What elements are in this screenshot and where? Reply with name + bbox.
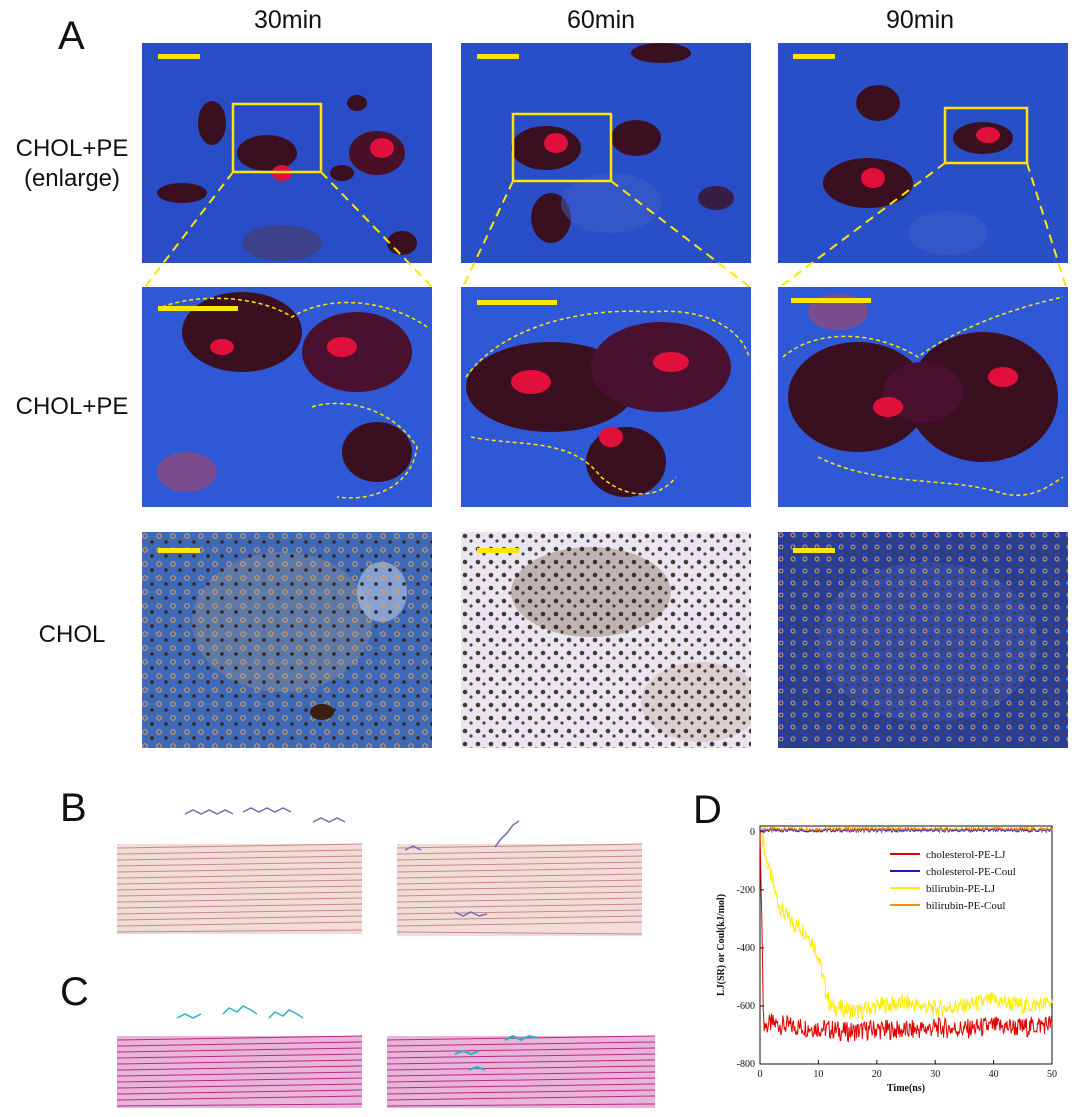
membrane-b-final [396, 843, 643, 936]
column-header-60min: 60min [566, 6, 636, 34]
membrane-c-initial [116, 1035, 363, 1108]
micrograph-enlarge-60min-image [461, 43, 751, 263]
micrograph-enlarge-30min-image [142, 43, 432, 263]
micrograph-chol-pe-60min-image [461, 287, 751, 507]
ligand-molecules-c [176, 1005, 304, 1019]
y-tick-label: -600 [737, 1001, 755, 1012]
micrograph-enlarge-90min-image [778, 43, 1068, 263]
membrane-model-c-final [386, 1034, 656, 1108]
zoom-box-90min [943, 106, 1029, 165]
zoom-line-90min-right [1026, 162, 1067, 288]
zoom-line-60min-left [462, 180, 514, 288]
x-axis-title: Time(ns) [887, 1083, 925, 1094]
ligand-molecules-b [184, 807, 346, 823]
scale-bar [158, 54, 200, 59]
micrograph-enlarge-90min [778, 43, 1068, 263]
x-tick-label: 30 [930, 1069, 940, 1080]
zoom-box-60min [511, 112, 613, 183]
tick-layer: 0 10 20 30 40 50 0 -200 -400 -600 -800 [737, 827, 1057, 1080]
micrograph-chol-30min [142, 532, 432, 748]
series-line-cholesterol-PE-LJ [759, 831, 1053, 1043]
chart-legend: cholesterol-PE-LJ cholesterol-PE-Coul bili… [890, 849, 1016, 912]
scale-bar [477, 300, 557, 305]
legend-label: bilirubin-PE-LJ [926, 883, 996, 895]
panel-label-a: A [58, 14, 85, 58]
x-tick-label: 0 [758, 1069, 763, 1080]
panel-label-b: B [60, 786, 87, 830]
plot-area [759, 825, 1053, 1065]
zoom-line-60min-right [610, 180, 751, 288]
scale-bar [477, 54, 519, 59]
scale-bar [793, 54, 835, 59]
panel-label-d: D [693, 788, 722, 832]
ligand-molecules-c-final [454, 1034, 538, 1071]
micrograph-chol-pe-60min [461, 287, 751, 507]
membrane-model-c-initial [116, 1005, 363, 1108]
micrograph-enlarge-30min [142, 43, 432, 263]
series-line-bilirubin-PE-Coul [760, 825, 1053, 833]
series-line-bilirubin-PE-LJ [759, 831, 1053, 1022]
row-label-enlarge: CHOL+PE (enlarge) [6, 134, 138, 194]
series-layer [759, 825, 1053, 1043]
micrograph-chol-90min [778, 532, 1068, 748]
micrograph-chol-60min-image [461, 532, 751, 748]
micrograph-chol-pe-30min-image [142, 287, 432, 507]
scale-bar [158, 548, 200, 553]
x-tick-label: 50 [1047, 1069, 1057, 1080]
zoom-line-30min-right [320, 171, 433, 288]
row-label-enlarge-line2: (enlarge) [23, 165, 121, 192]
chart-svg: 0 10 20 30 40 50 0 -200 -400 -600 -800 Time(ns) LJ… [716, 825, 1057, 1094]
membrane-c-final [386, 1035, 656, 1108]
zoom-indicator-overlay [144, 102, 1067, 288]
zoom-box-30min [231, 102, 323, 174]
x-tick-label: 10 [813, 1069, 823, 1080]
series-line-cholesterol-PE-Coul [760, 826, 1053, 834]
row-label-chol-pe: CHOL+PE [15, 393, 129, 420]
legend-label: cholesterol-PE-LJ [926, 849, 1006, 861]
scale-bar [793, 548, 835, 553]
panel-label-c: C [60, 970, 89, 1014]
column-header-90min: 90min [885, 6, 955, 34]
x-tick-label: 40 [989, 1069, 999, 1080]
row-label-chol: CHOL [38, 621, 106, 648]
y-tick-label: 0 [750, 827, 755, 838]
y-tick-label: -200 [737, 885, 755, 896]
ligand-molecules-b-final [404, 820, 520, 917]
interaction-energy-chart: 0 10 20 30 40 50 0 -200 -400 -600 -800 Time(ns) LJ… [705, 818, 1075, 1098]
scale-bar [477, 548, 519, 553]
micrograph-chol-30min-image [142, 532, 432, 748]
micrograph-chol-pe-30min [142, 287, 432, 507]
row-label-enlarge-line1: CHOL+PE [15, 135, 129, 162]
y-tick-label: -400 [737, 943, 755, 954]
membrane-b-initial [116, 843, 363, 934]
zoom-line-30min-left [144, 171, 234, 288]
y-axis-title: LJ(SR) or Coul(kJ/mol) [716, 894, 727, 996]
zoom-line-90min-left [779, 162, 946, 288]
legend-label: bilirubin-PE-Coul [926, 900, 1005, 912]
scale-bar [791, 298, 871, 303]
micrograph-chol-90min-image [778, 532, 1068, 748]
micrograph-chol-pe-90min [778, 287, 1068, 507]
membrane-model-b-initial [116, 807, 363, 934]
x-tick-label: 20 [872, 1069, 882, 1080]
column-header-30min: 30min [253, 6, 323, 34]
micrograph-chol-60min [461, 532, 751, 748]
membrane-model-b-final [396, 820, 643, 936]
legend-label: cholesterol-PE-Coul [926, 866, 1016, 878]
scale-bar [158, 306, 238, 311]
micrograph-chol-pe-90min-image [778, 287, 1068, 507]
micrograph-enlarge-60min [461, 43, 751, 263]
y-tick-label: -800 [737, 1059, 755, 1070]
